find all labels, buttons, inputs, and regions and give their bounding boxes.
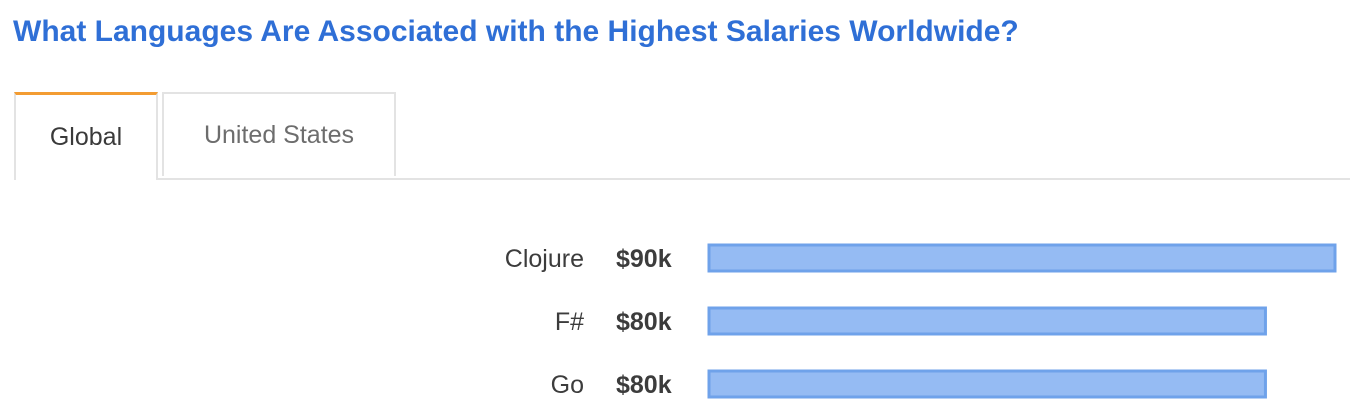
salary-bar <box>707 243 1337 273</box>
tab-united-states[interactable]: United States <box>162 92 396 176</box>
tab-global[interactable]: Global <box>14 92 158 180</box>
value-label: $80k <box>616 308 672 336</box>
salary-bar-chart: Clojure $90k F# $80k Go $80k <box>0 200 1364 418</box>
salary-bar <box>707 369 1267 399</box>
category-label: F# <box>555 308 584 336</box>
category-label: Go <box>551 371 584 399</box>
value-label: $80k <box>616 371 672 399</box>
salary-chart-svg: Clojure $90k F# $80k Go $80k <box>505 243 1337 399</box>
value-label: $90k <box>616 245 672 273</box>
salary-bar <box>707 306 1267 336</box>
category-label: Clojure <box>505 245 584 273</box>
page-title: What Languages Are Associated with the H… <box>13 15 1019 48</box>
tab-bar: Global United States <box>14 92 1350 180</box>
